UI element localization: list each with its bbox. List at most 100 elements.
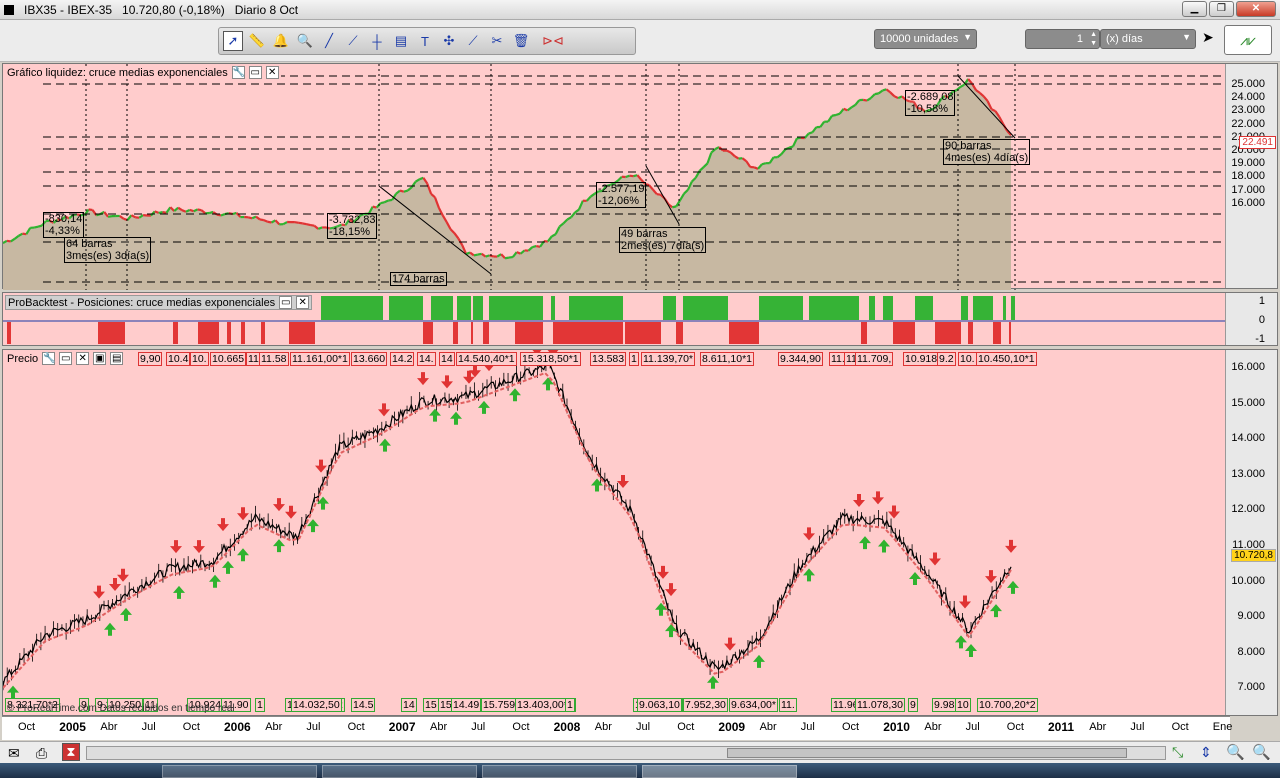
time-axis-label: Jul (1130, 721, 1145, 733)
liquidity-segment (889, 91, 896, 97)
ray-tool-icon[interactable]: ⟋ (348, 33, 358, 48)
liquidity-segment (119, 215, 125, 220)
drawdown-annotation-line: -12,06% (598, 195, 639, 207)
trade-exit-value: 11.58 (259, 352, 289, 366)
sell-arrow-icon (929, 552, 941, 566)
scrollbar-thumb[interactable] (727, 748, 1127, 758)
time-axis[interactable]: Oct 2005 Abr Jul Oct 2006 Abr Jul Oct 2007 Abr Jul O… (2, 716, 1232, 740)
properties-tool-icon[interactable]: ✂ (491, 33, 503, 48)
time-axis-label: Oct (677, 721, 695, 733)
liquidity-segment (64, 215, 70, 220)
time-axis-label: Abr (924, 721, 942, 733)
liquidity-segment (52, 218, 59, 224)
bell-icon[interactable]: 🔔 (272, 33, 290, 48)
liquidity-segment (959, 83, 965, 88)
buy-arrow-icon (379, 438, 391, 452)
window-icon[interactable]: ▭ (279, 296, 293, 309)
liquidity-segment (165, 206, 172, 214)
ruler-tool-icon[interactable]: 📏 (248, 33, 266, 48)
close-icon[interactable]: ✕ (296, 296, 310, 309)
mail-icon[interactable]: ✉ (8, 745, 20, 761)
hourglass-icon[interactable]: ⧗ (62, 743, 80, 761)
liquidity-price-axis[interactable]: 25.00024.00023.00022.00021.00020.00019.0… (1225, 64, 1277, 288)
period-dropdown[interactable]: (x) días ▼ (1100, 29, 1196, 49)
close-icon[interactable]: ✕ (265, 66, 279, 79)
trash-icon[interactable]: 🗑 (512, 33, 530, 48)
liquidity-segment (380, 201, 385, 205)
positions-chart[interactable] (3, 293, 1227, 347)
horizontal-scrollbar[interactable] (86, 746, 1166, 760)
taskbar-item[interactable] (162, 765, 317, 778)
maximize-button[interactable]: ❐ (1209, 1, 1234, 17)
long-position-bar (1003, 296, 1006, 320)
auto-trend-icon[interactable]: ⩘⩗ (1224, 25, 1272, 55)
liquidity-segment (3, 239, 8, 245)
liquidity-chart[interactable] (3, 64, 1227, 290)
liquidity-segment (511, 251, 518, 258)
wrench-icon[interactable]: 🔧 (42, 352, 56, 365)
liquidity-axis-tick: 22.000 (1231, 117, 1265, 130)
liquidity-segment (317, 226, 323, 230)
drawdown-annotation: 64 barras 3mes(es) 3día(s) (64, 237, 152, 263)
count-spinner[interactable]: 1 ▲ ▼ (1025, 29, 1100, 49)
liquidity-segment (138, 214, 144, 219)
drawdown-annotation: -3.732,83 -18,15% (327, 213, 378, 239)
buy-arrow-icon (209, 574, 221, 588)
sell-arrow-icon (985, 570, 997, 584)
trend-tool-icon[interactable]: ⟋ (468, 33, 478, 48)
liquidity-segment (14, 234, 20, 240)
liquidity-segment (819, 121, 826, 128)
close-button[interactable]: ✕ (1236, 1, 1276, 17)
window-icon[interactable]: ▭ (248, 66, 262, 79)
taskbar-item[interactable] (482, 765, 637, 778)
fib-tool-icon[interactable]: ✣ (443, 33, 455, 48)
price-axis[interactable]: 16.000 15.000 14.000 13.000 12.000 11.000 10.0… (1225, 350, 1277, 715)
lock-icon[interactable]: ▣ (93, 352, 107, 365)
units-dropdown[interactable]: 10000 unidades ▼ (874, 29, 977, 49)
cursor-icon[interactable]: ➤ (1202, 29, 1214, 45)
liquidity-segment (850, 103, 856, 109)
zoom-tool-icon[interactable]: 🔍 (296, 33, 314, 48)
print-icon[interactable]: ⎙ (36, 745, 48, 761)
window-icon[interactable]: ▭ (59, 352, 73, 365)
sell-arrow-icon (463, 370, 475, 384)
liquidity-segment (947, 91, 954, 99)
trade-exit-value: 10. (958, 352, 977, 366)
short-position-bar (471, 322, 473, 344)
liquidity-axis-tick: 24.000 (1231, 91, 1265, 104)
zoom-in-icon[interactable]: 🔍 (1252, 744, 1271, 761)
drawdown-annotation: 90 barras 4mes(es) 4día(s) (943, 139, 1031, 165)
price-chart[interactable] (3, 350, 1227, 717)
pattern-tool-icon[interactable]: ⊳⊲ (542, 33, 564, 48)
positions-axis[interactable]: 1 0 -1 (1225, 293, 1277, 345)
title-symbol: IBX35 - IBEX-35 (24, 2, 113, 17)
taskbar-item[interactable] (322, 765, 477, 778)
hline-tool-icon[interactable]: ┼ (372, 33, 382, 49)
wrench-icon[interactable]: 🔧 (231, 66, 246, 79)
taskbar-item[interactable] (642, 765, 797, 778)
liquidity-segment (698, 166, 705, 172)
export-icon[interactable]: ▤ (110, 352, 124, 365)
line-tool-icon[interactable]: ╱ (325, 33, 333, 48)
buy-arrow-icon (509, 388, 521, 402)
time-axis-label: Abr (1089, 721, 1107, 733)
price-panel-header: Precio 🔧 ▭ ✕ ▣ ▤ (5, 352, 126, 365)
vertical-zoom-icon[interactable]: ⇕ (1200, 744, 1212, 760)
text-tool-icon[interactable]: T (421, 33, 429, 49)
liquidity-segment (306, 223, 311, 227)
liquidity-segment (590, 192, 596, 198)
close-icon[interactable]: ✕ (76, 352, 90, 365)
liquidity-segment (944, 94, 950, 99)
trade-exit-value: 10.918 (903, 352, 940, 366)
fit-icon[interactable]: ⤡ (1172, 744, 1184, 760)
liquidity-segment (399, 189, 405, 193)
trade-entry-value: 14.5 (351, 698, 376, 712)
minimize-button[interactable]: ▁ (1182, 1, 1207, 17)
positions-panel-title: ProBacktest - Posiciones: cruce medias e… (8, 296, 276, 309)
long-position-bar (431, 296, 453, 320)
zoom-out-icon[interactable]: 🔍 (1226, 744, 1245, 761)
pointer-tool-icon[interactable]: ➚ (223, 31, 243, 51)
channel-tool-icon[interactable]: ▤ (394, 33, 408, 48)
time-axis-label: Jul (800, 721, 815, 733)
liquidity-segment (461, 244, 468, 255)
